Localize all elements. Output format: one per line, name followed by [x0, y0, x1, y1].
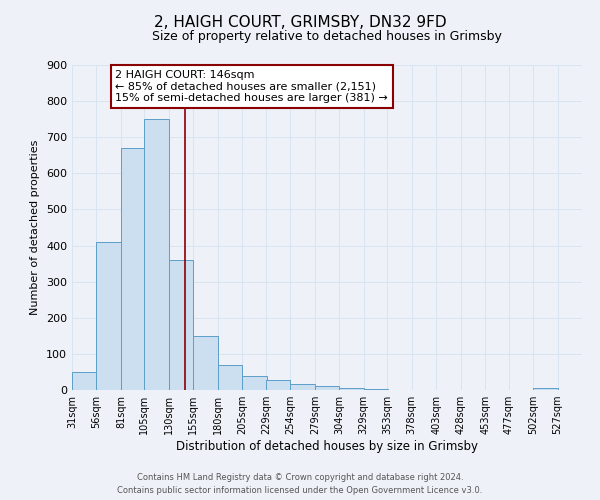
Bar [72, 372, 97, 390]
Text: 2, HAIGH COURT, GRIMSBY, DN32 9FD: 2, HAIGH COURT, GRIMSBY, DN32 9FD [154, 15, 446, 30]
Bar [121, 148, 145, 390]
Bar [242, 376, 267, 390]
Bar [218, 364, 242, 390]
Y-axis label: Number of detached properties: Number of detached properties [31, 140, 40, 315]
Title: Size of property relative to detached houses in Grimsby: Size of property relative to detached ho… [152, 30, 502, 43]
Bar [290, 384, 315, 390]
Bar [315, 386, 339, 390]
Bar [339, 388, 364, 390]
Bar [533, 388, 557, 390]
Bar [266, 380, 290, 390]
Bar [97, 242, 121, 390]
X-axis label: Distribution of detached houses by size in Grimsby: Distribution of detached houses by size … [176, 440, 478, 453]
Bar [145, 119, 169, 390]
Text: Contains HM Land Registry data © Crown copyright and database right 2024.
Contai: Contains HM Land Registry data © Crown c… [118, 474, 482, 495]
Bar [169, 260, 193, 390]
Bar [193, 336, 218, 390]
Text: 2 HAIGH COURT: 146sqm
← 85% of detached houses are smaller (2,151)
15% of semi-d: 2 HAIGH COURT: 146sqm ← 85% of detached … [115, 70, 388, 103]
